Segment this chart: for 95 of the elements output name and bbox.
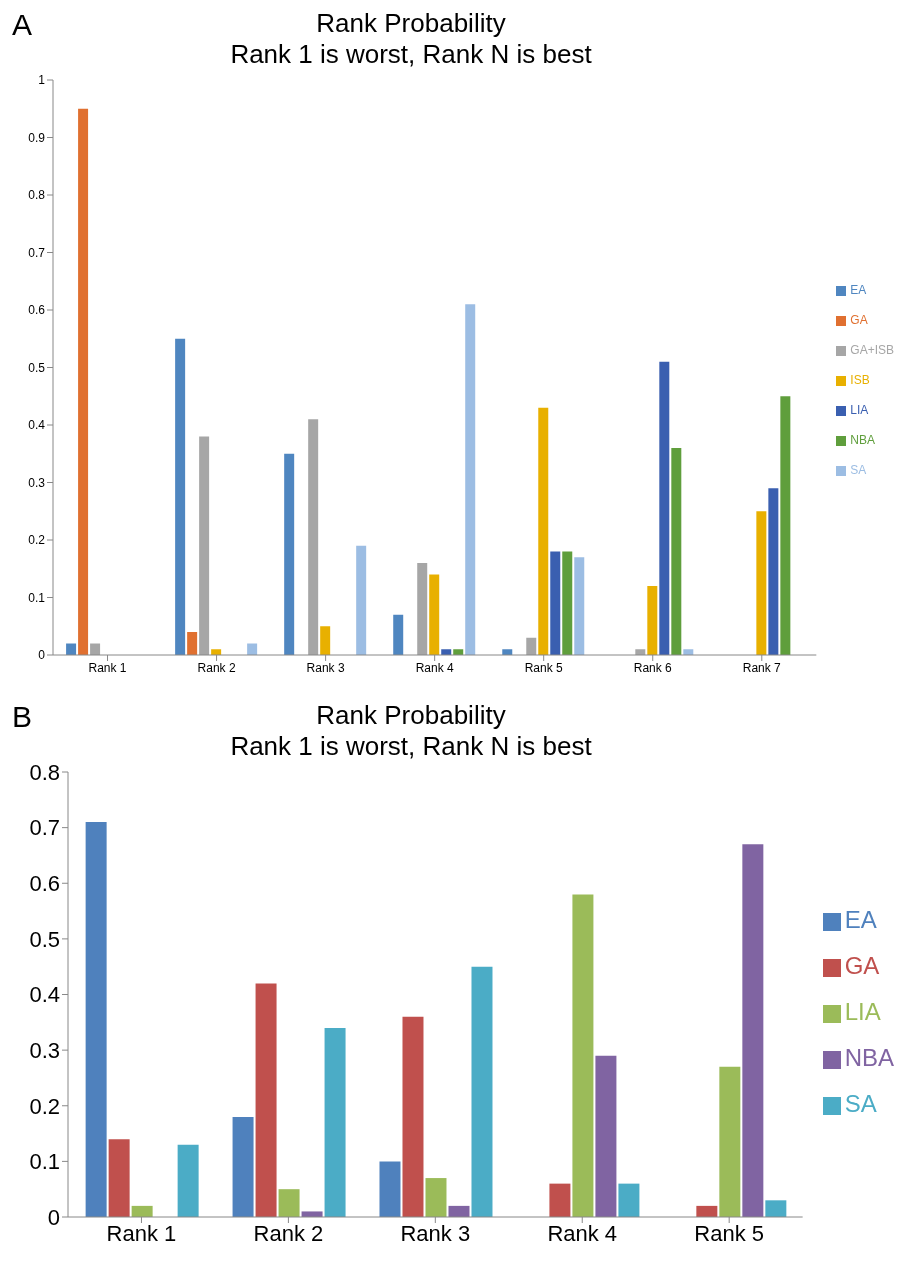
chart-subtitle: Rank 1 is worst, Rank N is best <box>230 39 592 69</box>
bar <box>301 1211 323 1217</box>
y-tick-label: 0.1 <box>28 590 46 605</box>
bar <box>284 453 295 655</box>
x-tick-label: Rank 1 <box>106 1220 177 1246</box>
bar <box>719 1066 741 1217</box>
bar <box>255 983 277 1217</box>
y-tick-label: 0.1 <box>29 1149 60 1175</box>
legend-label: NBA <box>850 433 875 447</box>
x-tick-label: Rank 5 <box>694 1220 765 1246</box>
bar <box>526 637 537 655</box>
bar <box>765 1200 787 1217</box>
bar <box>768 488 779 655</box>
x-tick-label: Rank 2 <box>253 1220 324 1246</box>
bar <box>85 822 107 1217</box>
y-tick-label: 0.8 <box>28 188 46 203</box>
bar <box>308 419 319 655</box>
bar <box>393 614 404 655</box>
legend-label: GA <box>850 313 868 327</box>
bar <box>320 626 331 655</box>
y-tick-label: 0.7 <box>29 815 60 841</box>
bar <box>356 545 367 655</box>
y-tick-label: 0.6 <box>29 871 60 897</box>
legend-label: EA <box>844 906 877 933</box>
legend-label: LIA <box>850 403 869 417</box>
y-tick-label: 0.8 <box>29 759 60 785</box>
y-tick-label: 0.7 <box>28 245 46 260</box>
legend-label: SA <box>850 463 867 477</box>
bar <box>199 436 210 655</box>
bar <box>572 894 594 1217</box>
x-tick-label: Rank 3 <box>400 1220 471 1246</box>
y-tick-label: 0.5 <box>28 360 46 375</box>
bar <box>425 1178 447 1217</box>
y-tick-label: 0 <box>47 1204 60 1230</box>
y-tick-label: 0.4 <box>28 418 46 433</box>
bar <box>696 1205 718 1217</box>
x-tick-label: Rank 7 <box>742 660 782 675</box>
y-tick-label: 0.3 <box>29 1037 60 1063</box>
bar <box>471 966 493 1217</box>
x-tick-label: Rank 4 <box>415 660 454 675</box>
bar <box>550 551 561 655</box>
bar <box>595 1055 617 1217</box>
x-tick-label: Rank 3 <box>306 660 345 675</box>
y-tick-label: 0.2 <box>28 533 46 548</box>
bar <box>671 448 682 655</box>
x-tick-label: Rank 4 <box>547 1220 618 1246</box>
legend-label: ISB <box>850 373 870 387</box>
bar <box>177 1144 199 1217</box>
bar <box>618 1183 640 1217</box>
bar <box>379 1161 401 1217</box>
bar <box>429 574 440 655</box>
legend-label: LIA <box>844 998 881 1025</box>
bar <box>278 1189 300 1217</box>
bar <box>659 361 670 655</box>
legend-label: GA+ISB <box>850 343 894 357</box>
bar <box>538 407 549 655</box>
bar <box>131 1205 153 1217</box>
bar <box>448 1205 470 1217</box>
x-tick-label: Rank 2 <box>197 660 236 675</box>
y-tick-label: 0.2 <box>29 1093 60 1119</box>
chart-subtitle: Rank 1 is worst, Rank N is best <box>230 731 592 761</box>
bar <box>175 338 186 655</box>
bar <box>742 844 764 1217</box>
text: B <box>12 700 33 734</box>
x-tick-label: Rank 6 <box>633 660 673 675</box>
y-tick-label: 0 <box>38 648 46 663</box>
y-tick-label: 0.3 <box>28 475 46 490</box>
legend-label: NBA <box>844 1044 894 1071</box>
bar <box>108 1139 130 1217</box>
chart-title: Rank Probability <box>316 8 506 38</box>
bar <box>417 563 428 655</box>
bar <box>324 1027 346 1217</box>
y-tick-label: 0.6 <box>28 303 46 318</box>
bar <box>647 586 658 655</box>
y-tick-label: 0.5 <box>29 926 60 952</box>
bar <box>574 557 585 655</box>
bar <box>756 511 767 655</box>
y-tick-label: 0.9 <box>28 130 46 145</box>
legend-label: SA <box>844 1090 877 1117</box>
chart-title: Rank Probability <box>316 700 506 730</box>
bar <box>402 1016 424 1217</box>
bar <box>78 108 89 655</box>
y-tick-label: 0.4 <box>29 982 60 1008</box>
bar <box>549 1183 571 1217</box>
legend-label: EA <box>850 283 867 297</box>
bar <box>465 304 476 655</box>
x-tick-label: Rank 5 <box>524 660 564 675</box>
bar <box>187 632 198 655</box>
bar <box>232 1116 254 1217</box>
bar <box>562 551 573 655</box>
x-tick-label: Rank 1 <box>88 660 127 675</box>
text: A <box>12 8 33 42</box>
y-tick-label: 1 <box>38 73 46 88</box>
bar <box>780 396 791 655</box>
legend-label: GA <box>844 952 880 979</box>
